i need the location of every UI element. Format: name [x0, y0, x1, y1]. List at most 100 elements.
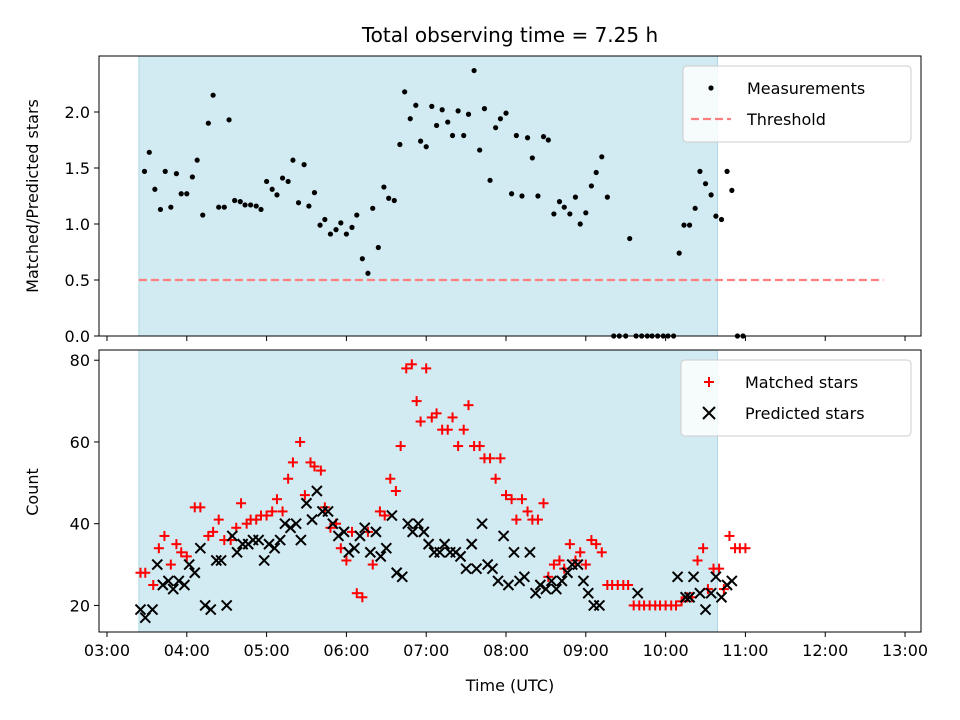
measurement-point: [449, 132, 456, 139]
x-tick-label: 07:00: [403, 641, 449, 660]
measurement-point: [540, 134, 547, 140]
measurement-point: [561, 204, 567, 210]
measurement-point: [551, 211, 557, 217]
measurement-point: [713, 213, 719, 219]
predicted-star-point: [631, 587, 644, 599]
measurement-point: [599, 154, 605, 160]
predicted-star-point: [422, 538, 435, 550]
predicted-star-point: [465, 538, 478, 550]
measurement-point: [676, 250, 682, 256]
measurement-point: [306, 203, 312, 209]
predicted-star-point: [582, 587, 594, 599]
predicted-star-point: [687, 571, 700, 583]
measurement-point: [381, 184, 387, 190]
measurement-point: [370, 205, 376, 211]
predicted-star-point: [380, 542, 393, 554]
predicted-star-point: [354, 530, 366, 542]
measurement-point: [253, 203, 259, 209]
predicted-star-point: [226, 530, 238, 542]
predicted-star-point: [508, 546, 520, 559]
measurement-point: [407, 116, 413, 122]
predicted-star-point: [710, 571, 722, 583]
measurement-point: [583, 210, 589, 216]
matched-star-point: [325, 522, 336, 533]
measurement-point: [232, 197, 238, 204]
measurement-point: [295, 200, 302, 206]
matched-star-point: [548, 559, 559, 570]
predicted-star-point: [167, 583, 179, 595]
matched-star-point: [490, 473, 501, 484]
predicted-star-point: [284, 522, 297, 534]
matched-star-point: [195, 502, 206, 513]
matched-star-point: [511, 514, 522, 525]
measurement-point: [413, 102, 419, 108]
predicted-star-point: [364, 546, 377, 559]
measurement-point: [269, 186, 275, 192]
predicted-star-point: [412, 517, 424, 530]
matched-star-point: [267, 506, 278, 517]
measurement-point: [301, 162, 307, 168]
series-predicted-stars: [134, 485, 738, 624]
predicted-star-point: [295, 534, 307, 546]
matched-star-point: [379, 510, 390, 521]
bottom-legend: Matched stars Predicted stars: [680, 359, 912, 437]
measurement-point: [493, 125, 499, 131]
measurement-point: [386, 195, 392, 201]
predicted-star-point: [390, 567, 403, 579]
measurement-point: [418, 138, 424, 144]
predicted-star-point: [332, 530, 345, 542]
measurement-point: [465, 111, 472, 117]
x-tick-label: 06:00: [323, 641, 369, 660]
matched-star-point: [740, 543, 751, 554]
measurement-point: [210, 92, 216, 98]
matched-star-point: [538, 498, 549, 509]
measurement-point: [455, 108, 461, 114]
measurement-point: [681, 222, 687, 228]
top-legend: Measurements Threshold: [682, 65, 912, 143]
matched-star-point: [575, 547, 586, 558]
predicted-star-point: [173, 575, 185, 587]
matched-star-point: [453, 441, 464, 452]
series-matched-stars: [135, 359, 751, 611]
predicted-star-point: [396, 571, 408, 583]
measurement-point: [242, 202, 248, 208]
x-tick-label: 08:00: [483, 641, 529, 660]
top-y-tick-label: 0.0: [65, 327, 90, 346]
measurement-point: [627, 235, 633, 242]
predicted-star-point: [263, 538, 275, 550]
measurement-point: [152, 186, 158, 192]
measurement-point: [263, 178, 270, 185]
legend-x-marker: [702, 406, 716, 420]
predicted-star-point: [593, 599, 606, 612]
measurement-point: [397, 141, 403, 148]
predicted-star-point: [386, 509, 398, 522]
predicted-star-point: [215, 554, 227, 567]
predicted-star-point: [694, 587, 706, 599]
measurement-point: [200, 212, 206, 218]
matched-star-point: [411, 396, 422, 407]
top-y-axis-label: Matched/Predicted stars: [23, 99, 42, 293]
top-observing-interval: [138, 55, 718, 337]
matched-star-point: [299, 490, 310, 501]
legend-box: [682, 65, 912, 143]
predicted-star-point: [359, 522, 371, 534]
predicted-star-point: [556, 575, 568, 587]
predicted-star-point: [502, 579, 515, 591]
predicted-star-point: [460, 562, 472, 575]
matched-star-point: [474, 441, 485, 452]
predicted-star-point: [220, 599, 233, 612]
matched-star-point: [406, 359, 417, 370]
predicted-star-point: [231, 546, 243, 559]
measurement-point: [311, 190, 318, 196]
matched-star-point: [692, 555, 703, 566]
predicted-star-point: [178, 579, 191, 591]
predicted-star-point: [705, 587, 717, 599]
matched-star-point: [532, 514, 543, 525]
predicted-star-point: [252, 534, 265, 546]
legend-box: [680, 359, 912, 437]
measurement-point: [168, 204, 174, 210]
measurement-point: [423, 144, 429, 150]
matched-star-point: [208, 526, 219, 537]
bottom-y-tick-label: 60: [70, 433, 90, 452]
